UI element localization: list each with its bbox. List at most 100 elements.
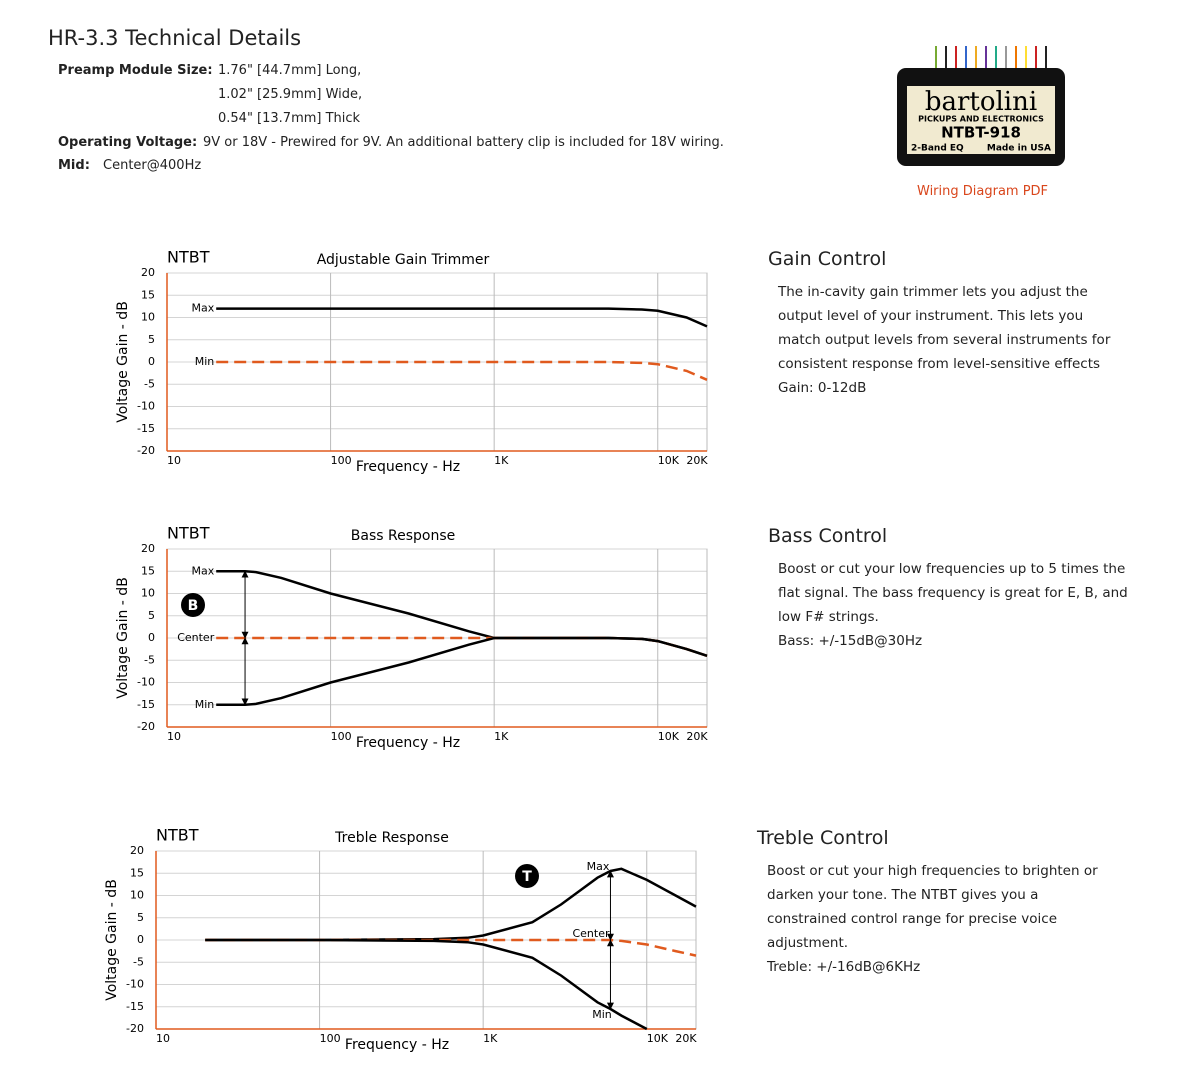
section-spec: Bass: +/-15dB@30Hz: [778, 633, 923, 649]
x-tick-label: 1K: [494, 730, 509, 743]
y-tick-label: -20: [137, 444, 155, 457]
product-eq: 2-Band EQ: [911, 144, 964, 154]
x-tick-label: 1K: [494, 454, 509, 467]
y-tick-label: -15: [137, 422, 155, 435]
series-line: [205, 867, 697, 942]
x-tick-label: 20K: [675, 1032, 697, 1045]
section-text: Boost or cut your high frequencies to br…: [767, 859, 1117, 979]
section-spec: Treble: +/-16dB@6KHz: [767, 959, 921, 975]
y-tick-label: 20: [141, 542, 155, 555]
x-tick-label: 100: [331, 454, 352, 467]
section-spec: Gain: 0-12dB: [778, 380, 867, 396]
badge-label: T: [522, 869, 532, 885]
section-title: Gain Control: [768, 248, 887, 270]
page-title: HR-3.3 Technical Details: [48, 26, 302, 50]
chart-title: Bass Response: [351, 528, 455, 544]
y-tick-label: -5: [133, 955, 144, 968]
y-tick-label: 0: [148, 355, 155, 368]
x-tick-label: 10: [167, 454, 181, 467]
badge: [515, 864, 539, 888]
x-tick-label: 100: [320, 1032, 341, 1045]
y-tick-label: 15: [130, 866, 144, 879]
y-tick-label: 15: [141, 288, 155, 301]
wiring-link[interactable]: Wiring Diagram PDF: [917, 184, 1049, 199]
x-tick-label: 1K: [483, 1032, 498, 1045]
y-tick-label: -10: [126, 978, 144, 991]
chart-label: NTBT: [167, 524, 210, 543]
spec-value: 1.76" [44.7mm] Long,: [218, 63, 362, 78]
y-tick-label: -20: [137, 720, 155, 733]
product-tagline: PICKUPS AND ELECTRONICS: [918, 115, 1044, 124]
series-line: [216, 360, 708, 381]
x-tick-label: 20K: [686, 730, 708, 743]
spec-label: Preamp Module Size:: [58, 63, 213, 78]
y-axis-label: Voltage Gain - dB: [104, 879, 120, 1001]
series-label: Min: [195, 698, 215, 711]
y-axis-label: Voltage Gain - dB: [115, 577, 131, 699]
y-tick-label: 5: [148, 333, 155, 346]
section-body: The in-cavity gain trimmer lets you adju…: [778, 284, 1111, 372]
spec-value: 9V or 18V - Prewired for 9V. An addition…: [203, 135, 724, 150]
y-tick-label: 5: [148, 609, 155, 622]
y-tick-label: -15: [137, 698, 155, 711]
series-label: Max: [587, 860, 610, 873]
series-label: Min: [592, 1008, 612, 1021]
series-label: Min: [195, 355, 215, 368]
x-axis-label: Frequency - Hz: [345, 1037, 449, 1053]
y-tick-label: -15: [126, 1000, 144, 1013]
x-tick-label: 10: [167, 730, 181, 743]
y-tick-label: -20: [126, 1022, 144, 1035]
series-line: [205, 938, 648, 1031]
product-brand: bartolini: [925, 87, 1037, 117]
section-title: Bass Control: [768, 525, 888, 547]
spec-value: 0.54" [13.7mm] Thick: [218, 111, 361, 126]
spec-value: Center@400Hz: [103, 158, 202, 173]
y-tick-label: 10: [141, 587, 155, 600]
x-tick-label: 20K: [686, 454, 708, 467]
y-tick-label: 20: [141, 266, 155, 279]
series-label: Max: [191, 302, 214, 315]
chart-title: Treble Response: [334, 830, 449, 846]
badge-label: B: [188, 598, 199, 614]
y-axis-label: Voltage Gain - dB: [115, 301, 131, 423]
series-label: Center: [177, 631, 215, 644]
y-tick-label: -10: [137, 676, 155, 689]
section-body: Boost or cut your high frequencies to br…: [767, 863, 1098, 951]
x-tick-label: 10K: [658, 730, 680, 743]
spec-value: 1.02" [25.9mm] Wide,: [218, 87, 363, 102]
product-origin: Made in USA: [987, 144, 1051, 154]
y-tick-label: 20: [130, 844, 144, 857]
y-tick-label: 15: [141, 564, 155, 577]
spec-label: Operating Voltage:: [58, 135, 198, 150]
y-tick-label: 10: [130, 889, 144, 902]
section-text: Boost or cut your low frequencies up to …: [778, 557, 1128, 653]
series-line: [216, 636, 708, 707]
spec-label: Mid:: [58, 158, 90, 173]
x-axis-label: Frequency - Hz: [356, 459, 460, 475]
x-tick-label: 10K: [658, 454, 680, 467]
y-tick-label: 10: [141, 311, 155, 324]
x-axis-label: Frequency - Hz: [356, 735, 460, 751]
series-line: [216, 307, 708, 328]
chart-label: NTBT: [167, 248, 210, 267]
product-image: [897, 46, 1065, 166]
y-tick-label: -5: [144, 653, 155, 666]
y-tick-label: -10: [137, 400, 155, 413]
x-tick-label: 10: [156, 1032, 170, 1045]
x-tick-label: 10K: [647, 1032, 669, 1045]
section-title: Treble Control: [757, 827, 889, 849]
chart-label: NTBT: [156, 826, 199, 845]
y-tick-label: 0: [137, 933, 144, 946]
section-text: The in-cavity gain trimmer lets you adju…: [778, 280, 1128, 400]
y-tick-label: 0: [148, 631, 155, 644]
y-tick-label: -5: [144, 377, 155, 390]
chart-title: Adjustable Gain Trimmer: [317, 252, 490, 268]
x-tick-label: 100: [331, 730, 352, 743]
badge: [181, 593, 205, 617]
section-body: Boost or cut your low frequencies up to …: [778, 561, 1128, 625]
y-tick-label: 5: [137, 911, 144, 924]
series-line: [205, 938, 697, 957]
series-label: Center: [572, 927, 610, 940]
